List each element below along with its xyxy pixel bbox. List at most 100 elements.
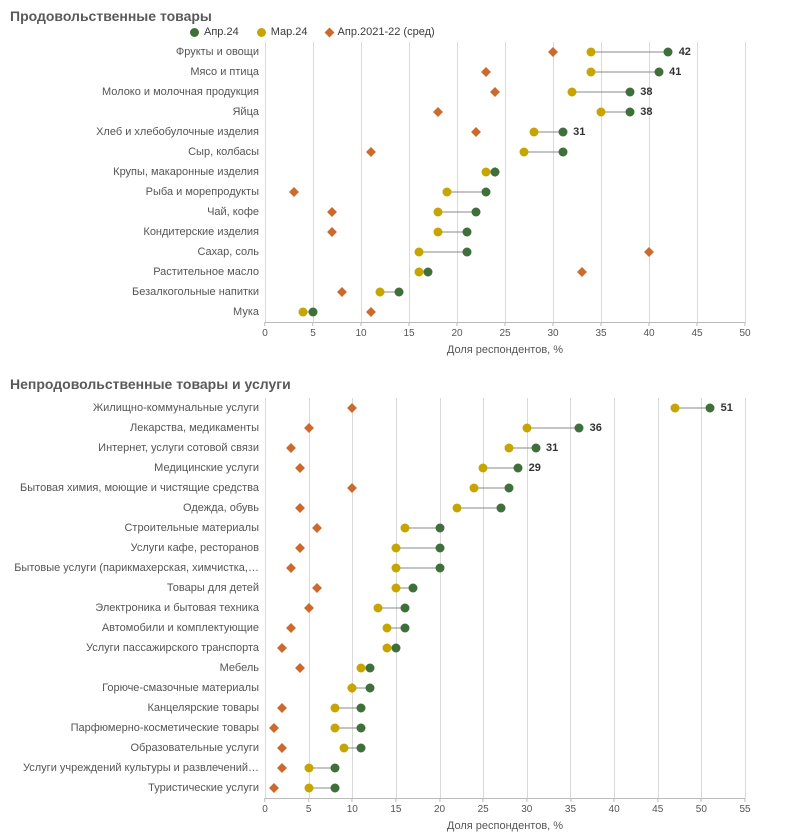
x-tick: 35 <box>595 322 606 339</box>
mar24-marker-icon <box>433 227 442 236</box>
category-label: Растительное масло <box>0 266 265 278</box>
apr24-marker-icon <box>435 523 444 532</box>
row-plot-area <box>265 498 745 519</box>
row-plot-area <box>265 738 745 759</box>
mar24-marker-icon <box>304 783 313 792</box>
legend-label: Апр.24 <box>204 26 239 38</box>
row-plot-area <box>265 242 745 263</box>
tick-label: 55 <box>739 804 750 815</box>
x-tick: 5 <box>306 798 312 815</box>
hist-marker-icon <box>269 783 279 793</box>
tick-label: 25 <box>499 328 510 339</box>
apr24-marker-icon <box>424 267 433 276</box>
row-plot-area <box>265 698 745 719</box>
hist-marker-icon <box>366 307 376 317</box>
data-row: Парфюмерно-косметические товары <box>265 718 745 738</box>
row-plot-area <box>265 478 745 499</box>
connector-line <box>524 151 562 152</box>
tick-label: 15 <box>390 804 401 815</box>
x-axis-title: Доля респондентов, % <box>447 344 563 356</box>
row-plot-area <box>265 142 745 163</box>
tick-mark <box>553 322 554 326</box>
chart-section-0: Продовольственные товарыАпр.24Мар.24Апр.… <box>0 8 800 356</box>
data-row: Горюче-смазочные материалы <box>265 678 745 698</box>
mar24-marker-icon <box>348 683 357 692</box>
tick-mark <box>745 798 746 802</box>
category-label: Кондитерские изделия <box>0 226 265 238</box>
category-label: Сахар, соль <box>0 246 265 258</box>
tick-mark <box>313 322 314 326</box>
x-tick: 55 <box>739 798 750 815</box>
data-row: Образовательные услуги <box>265 738 745 758</box>
category-label: Мука <box>0 306 265 318</box>
connector-line <box>447 191 485 192</box>
data-row: Электроника и бытовая техника <box>265 598 745 618</box>
data-row: Сыр, колбасы <box>265 142 745 162</box>
mar24-marker-icon <box>357 663 366 672</box>
mar24-marker-icon <box>330 703 339 712</box>
x-tick: 50 <box>696 798 707 815</box>
x-tick: 0 <box>262 798 268 815</box>
tick-mark <box>601 322 602 326</box>
tick-mark <box>265 798 266 802</box>
connector-line <box>591 51 668 52</box>
row-plot-area <box>265 182 745 203</box>
mar24-marker-icon <box>479 463 488 472</box>
category-label: Образовательные услуги <box>0 742 265 754</box>
tick-mark <box>697 322 698 326</box>
mar24-marker-icon <box>414 247 423 256</box>
category-label: Бытовая химия, моющие и чистящие средств… <box>0 482 265 494</box>
x-tick: 5 <box>310 322 316 339</box>
category-label: Интернет, услуги сотовой связи <box>0 442 265 454</box>
tick-label: 15 <box>403 328 414 339</box>
mar24-marker-icon <box>304 763 313 772</box>
legend-item-mar24: Мар.24 <box>257 26 308 38</box>
row-plot-area: 38 <box>265 102 745 123</box>
hist-marker-icon <box>337 287 347 297</box>
category-label: Товары для детей <box>0 582 265 594</box>
data-row: Безалкогольные напитки <box>265 282 745 302</box>
data-row: Канцелярские товары <box>265 698 745 718</box>
tick-mark <box>457 322 458 326</box>
hist-marker-icon <box>490 87 500 97</box>
data-row: Хлеб и хлебобулочные изделия31 <box>265 122 745 142</box>
x-tick: 15 <box>403 322 414 339</box>
tick-mark <box>570 798 571 802</box>
connector-line <box>396 567 440 568</box>
category-label: Яйца <box>0 106 265 118</box>
hist-marker-icon <box>295 663 305 673</box>
tick-label: 20 <box>451 328 462 339</box>
x-tick: 50 <box>739 322 750 339</box>
data-row: Сахар, соль <box>265 242 745 262</box>
row-plot-area <box>265 758 745 779</box>
x-tick: 40 <box>643 322 654 339</box>
mar24-marker-icon <box>520 147 529 156</box>
x-tick: 0 <box>262 322 268 339</box>
row-plot-area: 38 <box>265 82 745 103</box>
value-label: 41 <box>669 66 681 78</box>
mar24-marker-icon <box>443 187 452 196</box>
section-title: Продовольственные товары <box>0 8 800 24</box>
apr24-marker-icon <box>365 683 374 692</box>
value-label: 31 <box>546 442 558 454</box>
hist-marker-icon <box>295 503 305 513</box>
apr24-marker-icon <box>505 483 514 492</box>
apr24-marker-icon <box>330 783 339 792</box>
mar24-marker-icon <box>376 287 385 296</box>
category-label: Услуги учреждений культуры и развлечений… <box>0 762 265 774</box>
data-row: Услуги пассажирского транспорта <box>265 638 745 658</box>
tick-mark <box>614 798 615 802</box>
data-row: Бытовая химия, моющие и чистящие средств… <box>265 478 745 498</box>
mar24-marker-icon <box>522 423 531 432</box>
connector-line <box>591 71 658 72</box>
row-plot-area: 41 <box>265 62 745 83</box>
hist-marker-icon <box>327 227 337 237</box>
apr24-marker-icon <box>531 443 540 452</box>
apr24-marker-icon <box>496 503 505 512</box>
hist-swatch-icon <box>324 27 334 37</box>
hist-marker-icon <box>366 147 376 157</box>
mar24-marker-icon <box>339 743 348 752</box>
data-row: Фрукты и овощи42 <box>265 42 745 62</box>
x-tick: 30 <box>521 798 532 815</box>
data-row: Интернет, услуги сотовой связи31 <box>265 438 745 458</box>
